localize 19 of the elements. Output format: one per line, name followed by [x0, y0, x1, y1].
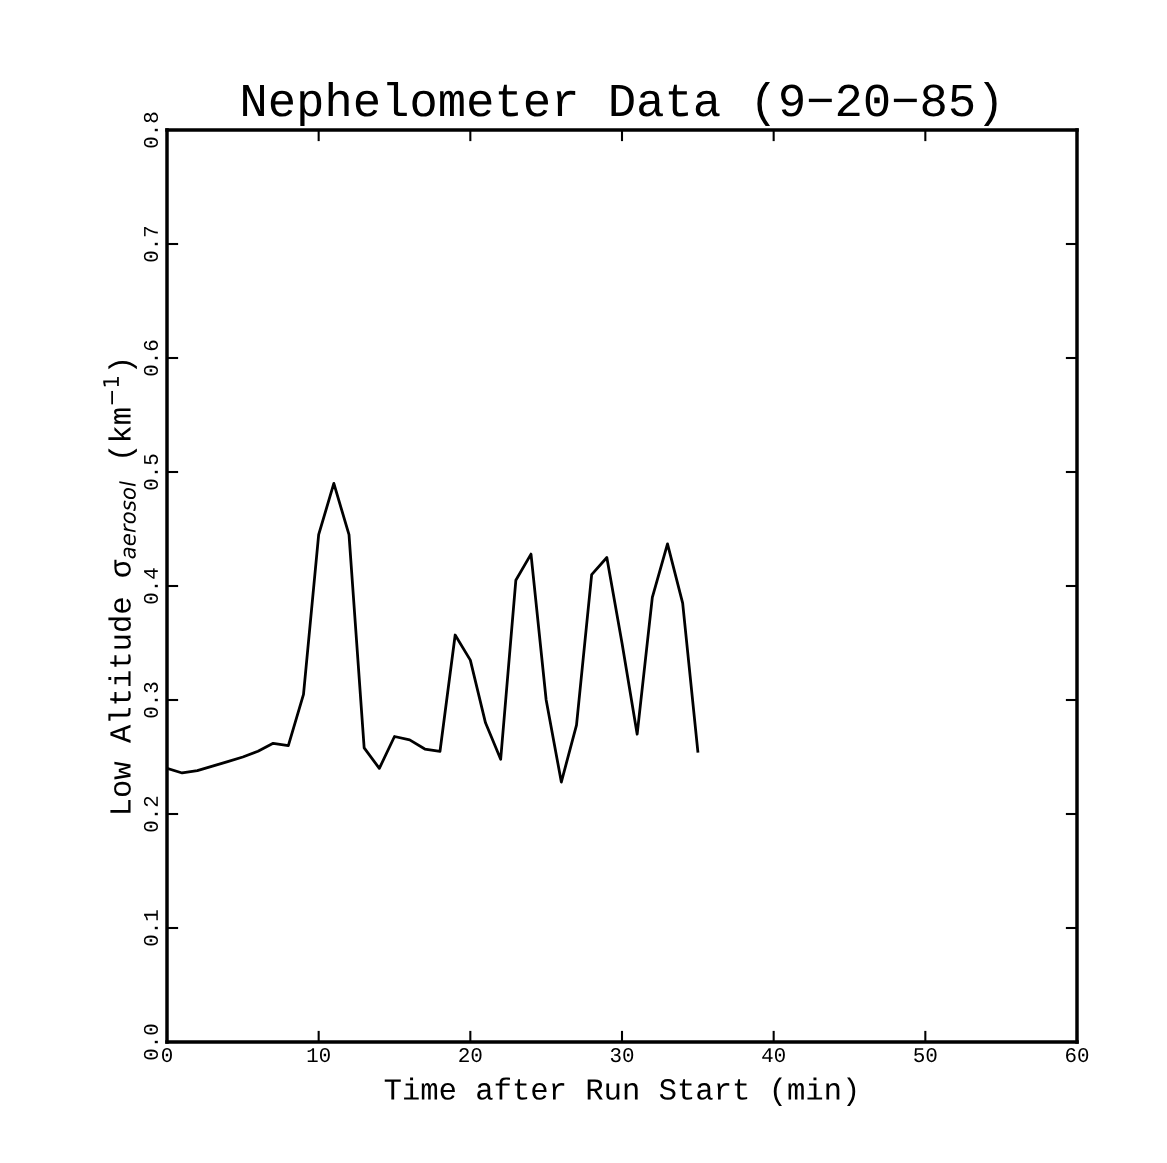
y-tick-label: 0.8	[143, 112, 159, 148]
chart-title: Nephelometer Data (9−20−85)	[243, 81, 997, 126]
y-tick-label: 0.2	[143, 796, 159, 832]
x-tick-label: 0	[162, 1048, 172, 1063]
x-tick-label: 30	[610, 1048, 634, 1063]
y-tick-label: 0.0	[143, 1024, 159, 1060]
y-tick-label: 0.7	[143, 226, 159, 262]
y-tick-label: 0.6	[143, 340, 159, 376]
y-axis-title: Low Altitude σ$_{aerosol}$ (km$^{−1}$)	[103, 361, 137, 813]
x-tick-label: 20	[459, 1048, 482, 1063]
y-tick-label: 0.1	[143, 910, 159, 946]
x-tick-label: 40	[762, 1048, 785, 1063]
y-tick-label: 0.5	[143, 454, 159, 490]
y-tick-label: 0.4	[143, 568, 159, 604]
x-axis-title: Time after Run Start (min)	[384, 1077, 856, 1106]
x-tick-label: 10	[307, 1048, 330, 1063]
x-tick-label: 50	[914, 1048, 937, 1063]
x-tick-label: 60	[1066, 1048, 1089, 1063]
y-tick-label: 0.3	[143, 682, 159, 718]
